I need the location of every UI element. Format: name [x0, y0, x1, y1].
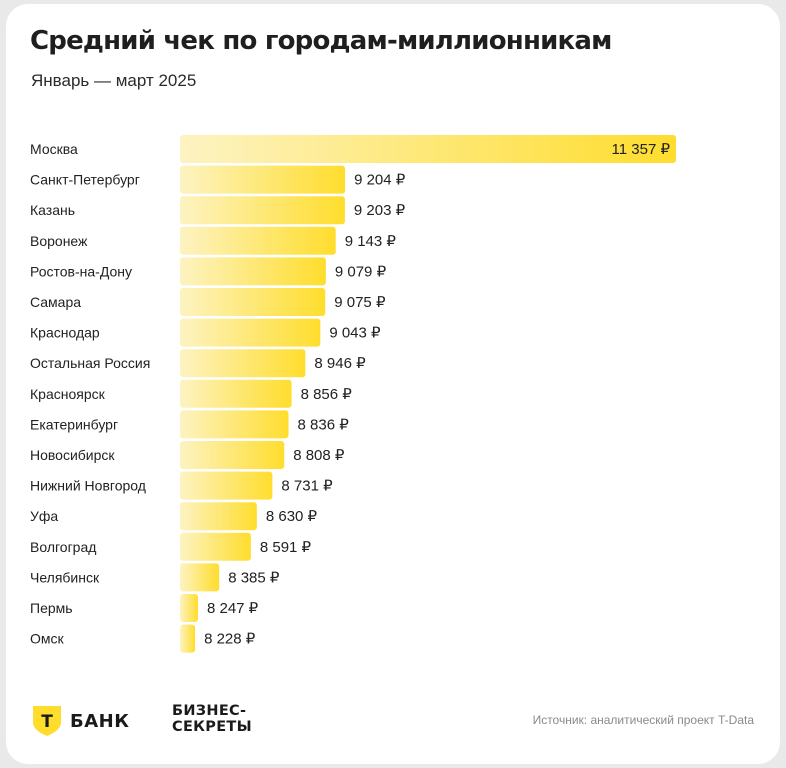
category-label: Ростов-на-Дону	[30, 263, 132, 279]
bar	[180, 135, 676, 163]
value-label: 8 228 ₽	[204, 631, 256, 648]
category-label: Самара	[30, 294, 81, 310]
category-label: Челябинск	[30, 569, 100, 585]
value-label: 8 385 ₽	[228, 569, 280, 586]
category-label: Красноярск	[30, 386, 106, 402]
value-label: 9 204 ₽	[354, 172, 406, 189]
category-label: Нижний Новгород	[30, 478, 146, 494]
bar	[180, 410, 289, 439]
bar	[180, 379, 292, 408]
bar	[180, 349, 306, 378]
value-label: 9 043 ₽	[329, 325, 381, 342]
chart-subtitle: Январь — март 2025	[31, 71, 197, 90]
value-label: 8 836 ₽	[298, 416, 350, 433]
biznes-sekrety-logo[interactable]: БИЗНЕС- СЕКРЕТЫ	[172, 703, 282, 735]
value-label: 8 856 ₽	[301, 386, 353, 403]
value-label: 8 630 ₽	[266, 508, 318, 525]
value-label: 9 143 ₽	[345, 233, 397, 250]
value-label: 11 357 ₽	[612, 141, 671, 158]
value-label: 9 203 ₽	[354, 202, 406, 219]
bar	[180, 594, 198, 622]
category-label: Пермь	[30, 600, 73, 616]
value-label: 9 075 ₽	[334, 294, 386, 311]
bar	[180, 226, 336, 255]
bar	[180, 257, 326, 286]
tbank-shield-letter: Т	[41, 712, 53, 732]
category-label: Краснодар	[30, 325, 100, 341]
category-label: Москва	[30, 141, 78, 157]
bar	[180, 502, 257, 531]
bar	[180, 196, 345, 225]
category-label: Новосибирск	[30, 447, 115, 463]
bar-chart: Москва 11 357 ₽ Санкт-Петербург 9 204 ₽ Каза…	[30, 135, 676, 653]
category-label: Екатеринбург	[30, 416, 118, 432]
bar	[180, 471, 273, 500]
value-label: 8 591 ₽	[260, 539, 312, 556]
bar	[180, 288, 326, 316]
biznes-sekrety-line-2: СЕКРЕТЫ	[172, 719, 252, 735]
value-label: 9 079 ₽	[335, 263, 387, 280]
bar	[180, 624, 196, 653]
category-label: Санкт-Петербург	[30, 172, 140, 188]
category-label: Воронеж	[30, 233, 88, 249]
category-label: Казань	[30, 202, 75, 218]
bar	[180, 532, 251, 561]
value-label: 8 946 ₽	[314, 355, 366, 372]
category-label: Омск	[30, 631, 65, 647]
value-label: 8 731 ₽	[281, 478, 333, 495]
value-label: 8 808 ₽	[293, 447, 345, 464]
tbank-logo[interactable]: Т БАНК	[30, 704, 129, 738]
source-note: Источник: аналитический проект T-Data	[532, 713, 754, 727]
category-label: Остальная Россия	[30, 355, 150, 371]
value-label: 8 247 ₽	[207, 600, 259, 617]
category-label: Волгоград	[30, 539, 96, 555]
bar	[180, 318, 321, 347]
infographic-card: Средний чек по городам-миллионникам Янва…	[6, 4, 780, 764]
biznes-sekrety-line-1: БИЗНЕС-	[172, 703, 247, 719]
footer: Т БАНК БИЗНЕС- СЕКРЕТЫ Источник: аналити…	[6, 694, 780, 744]
bar	[180, 165, 346, 194]
category-label: Уфа	[30, 508, 58, 524]
bar	[180, 563, 220, 592]
tbank-shield-icon: Т	[33, 706, 61, 736]
bar	[180, 441, 285, 469]
tbank-name: БАНК	[70, 710, 130, 732]
chart-title: Средний чек по городам-миллионникам	[30, 26, 612, 56]
